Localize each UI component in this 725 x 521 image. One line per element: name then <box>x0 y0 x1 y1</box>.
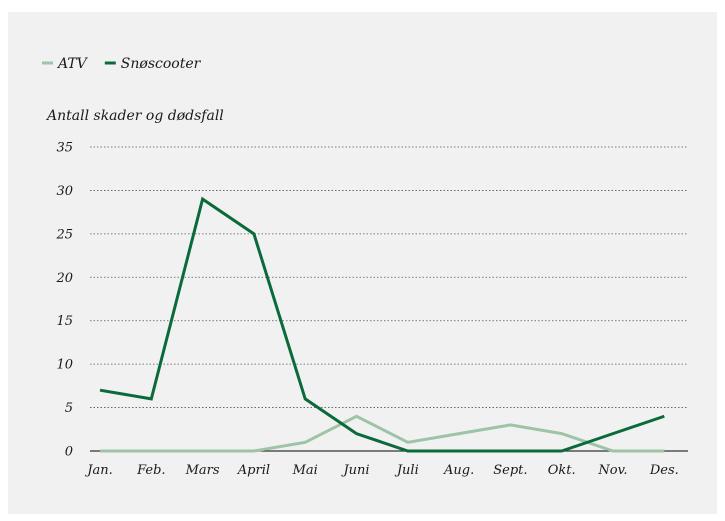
chart-panel <box>8 12 717 514</box>
y-tick-label: 35 <box>56 141 73 156</box>
x-tick-label: Mars <box>185 463 220 478</box>
y-tick-label: 25 <box>55 227 73 242</box>
gridlines <box>90 146 688 452</box>
y-axis-ticks: 0 5 10 15 20 25 30 35 <box>55 141 73 460</box>
series-line <box>100 414 665 453</box>
y-tick-label: 20 <box>55 271 73 286</box>
x-tick-label: Aug. <box>443 463 474 478</box>
legend: ATV Snøscooter <box>42 56 202 72</box>
series-line <box>99 196 665 453</box>
x-tick-label: April <box>237 463 270 478</box>
y-tick-label: 30 <box>56 184 73 199</box>
y-tick-label: 10 <box>56 358 73 373</box>
x-tick-label: Feb. <box>136 463 165 478</box>
x-axis-ticks: Jan. Feb. Mars April Mai Juni Juli Aug. Sept. Okt… <box>84 463 678 478</box>
x-tick-label: Jan. <box>84 463 112 478</box>
legend-label: ATV <box>56 56 89 72</box>
legend-label: Snøscooter <box>121 56 202 72</box>
x-tick-label: Nov. <box>597 463 627 478</box>
y-tick-label: 0 <box>65 445 73 460</box>
x-tick-label: Okt. <box>548 463 576 478</box>
x-tick-label: Juli <box>394 463 419 478</box>
y-tick-label: 5 <box>65 401 73 416</box>
x-tick-label: Juni <box>340 463 369 478</box>
x-tick-label: Mai <box>292 463 318 478</box>
y-tick-label: 15 <box>56 314 73 329</box>
x-tick-label: Sept. <box>493 463 527 478</box>
series-lines <box>99 196 665 453</box>
x-tick-label: Des. <box>649 463 679 478</box>
y-axis-title: Antall skader og dødsfall <box>45 108 224 124</box>
